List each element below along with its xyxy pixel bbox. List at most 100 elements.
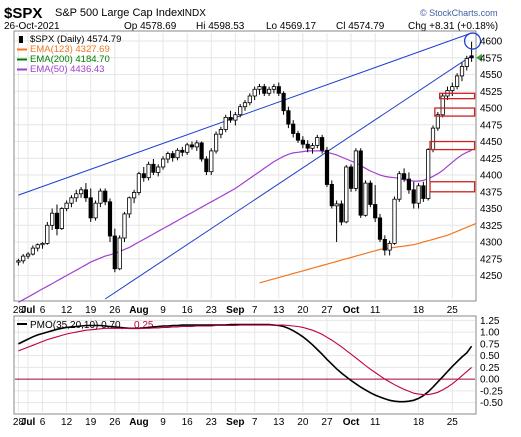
candle-body [146, 163, 151, 179]
legend-label: EMA(123) 4327.69 [30, 44, 110, 55]
pmo-x-tick-label: 20 [297, 417, 309, 428]
candle-body [397, 173, 402, 200]
candle-body [339, 203, 344, 223]
pmo-y-tick: -0.50 [480, 398, 503, 409]
candle-body [387, 242, 392, 251]
candle-body [122, 213, 127, 239]
x-tick-label: 6 [40, 305, 46, 316]
x-tick-label: 25 [447, 305, 459, 316]
candle-body [45, 224, 50, 244]
candle-body [223, 117, 228, 130]
candle-body [64, 202, 69, 209]
candle-body [435, 114, 441, 129]
candle-body [464, 58, 469, 67]
pmo-y-tick: 0.25 [480, 363, 500, 374]
x-tick-label: 23 [206, 305, 218, 316]
price-y-tick: 4350 [480, 204, 503, 215]
candle-body [430, 127, 436, 150]
legend-label: EMA(50) 4436.43 [30, 64, 104, 75]
price-y-tick: 4550 [480, 70, 503, 81]
pmo-signal-line [18, 324, 472, 396]
resistance-box [429, 181, 476, 193]
pmo-y-tick: -0.25 [480, 386, 503, 397]
exchange-label: INDX [182, 8, 206, 19]
resistance-box [434, 107, 476, 117]
candles [16, 41, 474, 273]
price-y-tick: 4475 [480, 120, 503, 131]
candle-body [30, 247, 36, 255]
candle-body [440, 95, 445, 116]
candle-body [247, 95, 252, 104]
candle-body [160, 158, 166, 168]
x-tick-label: 13 [273, 305, 285, 316]
candle-body [209, 150, 214, 173]
pmo-y-tick: 1.25 [480, 316, 500, 327]
candle-body [242, 102, 248, 108]
pmo-x-tick-label: 27 [321, 417, 333, 428]
candle-body [204, 158, 209, 173]
candle-body [25, 253, 31, 257]
candle-body [199, 142, 204, 160]
pmo-x-tick-label: Aug [129, 417, 148, 428]
candle-body [344, 166, 349, 223]
x-tick-label: 9 [160, 305, 166, 316]
candle-body [459, 66, 465, 77]
candle-body [238, 106, 243, 116]
candle-body [180, 149, 185, 153]
candle-body [69, 197, 74, 204]
pmo-signal-legend-label: 0.25 [134, 320, 154, 331]
high-value: Hi 4598.53 [196, 21, 245, 32]
candle-body [295, 133, 301, 141]
candle-body [271, 86, 277, 90]
candle-body [329, 183, 334, 207]
candle-body [300, 139, 306, 145]
pmo-legend-label: PMO(35,20,10) 0.70, [30, 320, 123, 331]
pmo-x-tick-label: 13 [273, 417, 285, 428]
indicator-lines [18, 32, 477, 303]
pmo-lines [18, 323, 473, 403]
candle-body [175, 149, 180, 159]
trend-line [18, 32, 472, 196]
index-name: S&P 500 Large Cap Index [55, 7, 183, 19]
candle-body [358, 150, 363, 216]
price-y-tick: 4400 [480, 171, 503, 182]
candle-body [83, 189, 88, 199]
candle-body [319, 137, 325, 151]
candle-body [74, 193, 79, 199]
trend-line [104, 55, 472, 300]
pmo-x-tick-label: 6 [40, 417, 46, 428]
candle-body [281, 92, 286, 112]
x-tick-label: 19 [85, 305, 97, 316]
pmo-y-tick: 1.00 [480, 328, 500, 339]
resistance-box [439, 92, 476, 100]
candle-body [411, 189, 416, 204]
candle-body [103, 190, 108, 203]
pmo-x-tick-label: Jul [21, 417, 36, 428]
candle-body [454, 75, 460, 88]
candle-body [266, 88, 272, 94]
x-tick-label: 27 [321, 305, 333, 316]
candle-body [291, 123, 296, 134]
x-tick-label: Jul [21, 305, 36, 316]
candle-body [373, 204, 378, 219]
symbol-title: $SPX [4, 5, 42, 22]
close-value: Cl 4574.79 [336, 21, 385, 32]
pmo-x-tick-label: 9 [160, 417, 166, 428]
x-tick-label: 20 [297, 305, 309, 316]
candle-body [334, 203, 339, 207]
highlight-circle [463, 32, 482, 50]
candle-body [112, 235, 117, 270]
candle-body [185, 144, 190, 153]
candle-body [353, 150, 359, 189]
pmo-x-tick-label: 16 [182, 417, 194, 428]
candle-body [107, 201, 113, 237]
pmo-x-tick-label: 23 [206, 417, 218, 428]
candle-body [392, 198, 397, 244]
legend-swatch [19, 36, 23, 43]
candle-body [218, 129, 223, 135]
candle-body [421, 185, 426, 199]
candle-body [21, 255, 26, 262]
